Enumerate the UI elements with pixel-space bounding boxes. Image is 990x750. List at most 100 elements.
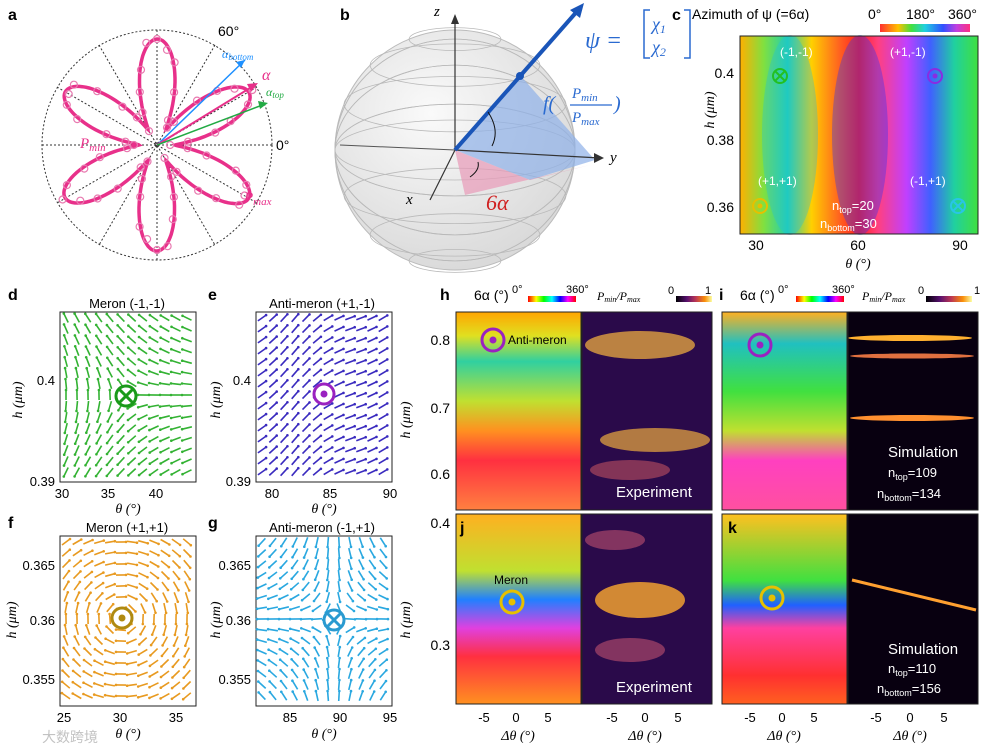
vector-arrowhead	[71, 669, 75, 673]
vector-arrow	[63, 456, 69, 466]
polar-data-point	[169, 117, 178, 126]
panel-h-cbar1-min: 0°	[512, 284, 523, 296]
chi1-label: χ1	[650, 14, 666, 36]
panel-h-ytick-2: 0.6	[431, 466, 451, 482]
vector-arrowhead	[386, 314, 389, 317]
defect-mp-label: (-1,+1)	[910, 174, 946, 188]
vector-arrow	[312, 413, 322, 421]
vector-arrow	[95, 335, 103, 345]
panel-letter-f: f	[8, 515, 14, 532]
panel-d-xlabel: θ (°)	[115, 502, 141, 517]
vector-arrow	[257, 435, 267, 443]
vector-arrowhead	[63, 431, 67, 435]
vector-arrow	[334, 403, 344, 409]
vector-arrowhead	[105, 312, 109, 316]
vector-arrow	[93, 693, 105, 699]
vector-arrowhead	[113, 572, 117, 575]
vector-arrow	[358, 537, 364, 547]
panel-letter-a: a	[8, 7, 17, 24]
vector-arrow	[268, 314, 278, 322]
vector-arrowhead	[62, 475, 66, 478]
vector-arrowhead	[73, 345, 77, 348]
vector-arrow	[72, 570, 82, 580]
panel-k-xtick-5: 5	[940, 710, 947, 725]
vector-arrowhead	[77, 591, 81, 594]
vector-arrow	[160, 446, 170, 454]
vector-arrowhead	[308, 434, 311, 437]
panel-i-band-3	[850, 415, 974, 421]
vector-arrow	[182, 337, 192, 343]
vector-arrowhead	[180, 416, 184, 420]
vector-arrowhead	[126, 407, 129, 410]
vector-arrowhead	[116, 313, 119, 316]
vector-arrow	[280, 379, 288, 389]
vector-arrowhead	[373, 577, 377, 581]
panel-k-xtick-1: 0	[778, 710, 785, 725]
vector-arrow	[137, 381, 149, 387]
vector-arrow	[256, 606, 268, 610]
vector-arrow	[312, 424, 322, 432]
vector-arrowhead	[279, 577, 282, 580]
vector-arrowhead	[148, 451, 151, 454]
vector-arrow	[171, 468, 181, 476]
vector-arrow	[160, 468, 170, 476]
vector-arrowhead	[319, 357, 323, 361]
vector-arrow	[161, 581, 169, 591]
vector-arrow	[106, 335, 114, 345]
vector-arrowhead	[169, 370, 173, 374]
vector-arrow	[148, 382, 160, 386]
vector-arrowhead	[85, 624, 88, 627]
vector-arrowhead	[188, 566, 192, 570]
vector-arrowhead	[187, 600, 190, 604]
panel-c-xlabel: θ (°)	[845, 257, 871, 272]
vector-arrow	[117, 357, 125, 367]
vector-arrowhead	[331, 369, 334, 372]
vector-arrowhead	[148, 370, 151, 373]
vector-arrowhead	[170, 473, 173, 476]
vector-arrowhead	[275, 324, 279, 327]
vector-arrowhead	[72, 658, 75, 661]
panel-letter-d: d	[8, 287, 18, 304]
vector-arrowhead	[291, 556, 294, 559]
panel-h-cbar1-max: 360°	[566, 284, 589, 296]
vector-arrow	[312, 380, 322, 388]
vector-arrow	[127, 336, 137, 344]
vector-arrow	[97, 378, 101, 390]
vector-arrowhead	[286, 467, 289, 470]
vector-arrowhead	[127, 335, 130, 339]
vector-arrowhead	[264, 401, 268, 405]
vector-arrow	[268, 369, 278, 377]
vector-arrow	[303, 680, 309, 690]
vector-arrow	[334, 348, 344, 354]
vector-arrow	[291, 434, 299, 444]
vector-arrowhead	[85, 366, 88, 370]
vector-arrowhead	[275, 456, 279, 459]
vector-arrowhead	[116, 441, 119, 445]
f-denominator: Pmax	[571, 110, 600, 128]
vector-arrow	[337, 657, 341, 669]
vector-arrowhead	[375, 314, 378, 318]
vector-arrow	[268, 347, 278, 355]
vector-arrow	[95, 346, 103, 356]
vector-arrow	[378, 336, 388, 344]
vector-arrow	[75, 602, 79, 614]
vector-arrowhead	[267, 576, 271, 580]
panel-h-ratio-frame	[581, 311, 713, 511]
vector-arrowhead	[93, 682, 96, 685]
vector-arrow	[291, 559, 299, 569]
panel-k-azimuth-map	[722, 514, 847, 704]
vector-arrowhead	[178, 566, 181, 569]
vector-arrow	[96, 603, 102, 613]
vector-arrow	[127, 468, 137, 476]
vector-arrow	[257, 446, 267, 454]
vector-arrowhead	[148, 440, 151, 443]
vector-arrowhead	[143, 611, 147, 614]
vector-arrowhead	[342, 347, 345, 351]
vector-arrow	[291, 548, 299, 558]
vector-arrowhead	[159, 347, 162, 351]
panel-h-azimuth-frame	[455, 311, 582, 511]
vector-arrowhead	[116, 430, 119, 434]
vector-arrow	[64, 411, 68, 423]
vector-arrow	[106, 445, 114, 455]
vector-arrowhead	[116, 474, 119, 477]
